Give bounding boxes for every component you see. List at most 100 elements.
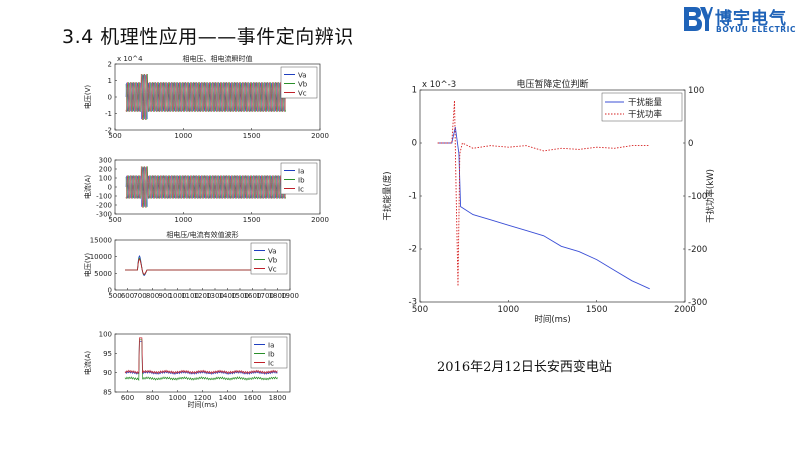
y-axis-label: 电压(V) <box>83 253 92 278</box>
x-tick-label: 500 <box>108 216 121 224</box>
x-tick-label: 2000 <box>311 216 329 224</box>
plot-frame <box>419 89 686 303</box>
boyuu-logo-mark <box>684 7 713 31</box>
chart-current-rms: 600 800 1000 1200 1400 1600 1800 85 90 95 100 电流(A)… <box>80 328 330 420</box>
legend-label: 干扰功率 <box>628 109 663 120</box>
y-tick-label: -200 <box>96 202 112 210</box>
x-tick-label: 2000 <box>674 305 696 315</box>
y-tick-label: -100 <box>96 193 112 201</box>
x-tick-label: 1800 <box>269 292 287 300</box>
y-tick-label: 2 <box>108 61 112 69</box>
y-axis-label: 电流(A) <box>83 351 92 376</box>
x-tick-label: 1600 <box>244 292 262 300</box>
y-right-axis-label: 干扰功率(kW) <box>705 169 716 223</box>
x-tick-label: 1000 <box>169 292 187 300</box>
legend-label: Ib <box>268 351 275 359</box>
y-tick-label: -3 <box>409 298 417 308</box>
y-tick-label: -2 <box>105 127 112 135</box>
legend-label: Vc <box>298 90 307 98</box>
x-tick-label: 500 <box>108 292 121 300</box>
y-tick-label: 0 <box>108 184 112 192</box>
y-right-tick-label: 100 <box>688 86 704 96</box>
y-tick-label: 300 <box>99 157 112 165</box>
x-tick-label: 1500 <box>243 216 261 224</box>
legend-label: 干扰能量 <box>628 97 663 108</box>
slide-title: 3.4 机理性应用——事件定向辨识 <box>62 26 354 48</box>
y-tick-label: 0 <box>108 287 112 295</box>
y-tick-label: 90 <box>103 369 112 377</box>
y-tick-label: -2 <box>409 245 417 255</box>
x-tick-label: 1300 <box>206 292 224 300</box>
brand-name-en: BOYUU ELECTRIC <box>716 25 797 34</box>
x-tick-label: 1000 <box>498 305 520 315</box>
x-tick-label: 1500 <box>243 132 261 140</box>
x-tick-label: 500 <box>108 132 121 140</box>
legend-label: Vb <box>268 257 278 265</box>
y-tick-label: -1 <box>409 192 417 202</box>
x-tick-label: 800 <box>146 394 159 402</box>
y-axis-label: 干扰能量(度) <box>382 171 393 220</box>
x-axis-label: 时间(ms) <box>534 314 570 325</box>
legend-label: Vc <box>268 266 277 274</box>
y-tick-label: 5000 <box>94 270 112 278</box>
legend-label: Ib <box>298 177 305 185</box>
y-tick-label: 0 <box>108 94 112 102</box>
x-tick-label: 1700 <box>256 292 274 300</box>
x-tick-label: 900 <box>158 292 171 300</box>
legend-label: Vb <box>298 81 308 89</box>
y-tick-label: 10000 <box>90 253 112 261</box>
y-tick-label: 100 <box>99 331 112 339</box>
series-ic <box>124 337 278 375</box>
series-ib <box>124 339 278 382</box>
legend-box <box>601 92 683 122</box>
y-tick-label: 0 <box>412 139 417 149</box>
x-tick-label: 600 <box>121 394 134 402</box>
x-tick-label: 1500 <box>231 292 249 300</box>
y-exponent: x 10^-3 <box>422 80 456 90</box>
chart-disturbance-direction: 500 1000 1500 2000 -3 -2 -1 0 1 电压暂降定位判断 干扰能量(度) 时间… <box>380 74 725 336</box>
legend-label: Ic <box>298 186 304 194</box>
legend-label: Va <box>268 248 277 256</box>
x-tick-label: 1000 <box>169 394 187 402</box>
x-tick-label: 1100 <box>181 292 199 300</box>
y-right-tick-label: 0 <box>688 139 693 149</box>
y-axis-label: 电流(A) <box>83 175 92 200</box>
x-tick-label: 500 <box>412 305 428 315</box>
x-tick-label: 1200 <box>194 394 212 402</box>
chart-title: 相电压、相电流瞬时值 <box>183 54 253 63</box>
figure-caption: 2016年2月12日长安西变电站 <box>437 360 612 375</box>
x-tick-label: 1800 <box>269 394 287 402</box>
x-tick-label: 1200 <box>194 292 212 300</box>
x-tick-label: 600 <box>121 292 134 300</box>
chart-current-instantaneous: 500 1000 1500 2000 -300 -200 -100 0 100 200 300 电流(… <box>80 152 330 232</box>
legend-label: Va <box>298 72 307 80</box>
x-tick-label: 1400 <box>219 292 237 300</box>
brand-name-cn: 博宇电气 <box>715 9 787 29</box>
y-tick-label: 1 <box>108 77 112 85</box>
y-tick-label: 1 <box>412 86 417 96</box>
series-ic <box>125 166 287 208</box>
x-axis-label: 时间(ms) <box>188 400 218 409</box>
series-disturbance-power <box>437 100 650 287</box>
y-tick-label: -300 <box>96 211 112 219</box>
y-tick-label: 200 <box>99 166 112 174</box>
legend-label: Ia <box>298 168 304 176</box>
chart-voltage-instantaneous: 500 1000 1500 2000 -2 -1 0 1 2 相电压、相电流瞬时值 电压(V) x 1… <box>80 52 330 152</box>
x-tick-label: 700 <box>133 292 146 300</box>
y-right-tick-label: -200 <box>688 245 707 255</box>
y-right-tick-label: -100 <box>688 192 707 202</box>
y-tick-label: 95 <box>103 350 112 358</box>
legend-label: Ic <box>268 360 274 368</box>
x-tick-label: 1600 <box>244 394 262 402</box>
series-va <box>125 74 287 120</box>
y-tick-label: 15000 <box>90 237 112 245</box>
y-tick-label: 85 <box>103 389 112 397</box>
series-vc <box>125 73 287 121</box>
y-exponent: x 10^4 <box>117 55 143 63</box>
chart-title: 相电压/电流有效值波形 <box>166 230 238 239</box>
x-tick-label: 2000 <box>311 132 329 140</box>
x-tick-label: 1000 <box>174 216 192 224</box>
x-tick-label: 1000 <box>174 132 192 140</box>
legend-label: Ia <box>268 342 274 350</box>
series-disturbance-energy <box>437 127 650 290</box>
